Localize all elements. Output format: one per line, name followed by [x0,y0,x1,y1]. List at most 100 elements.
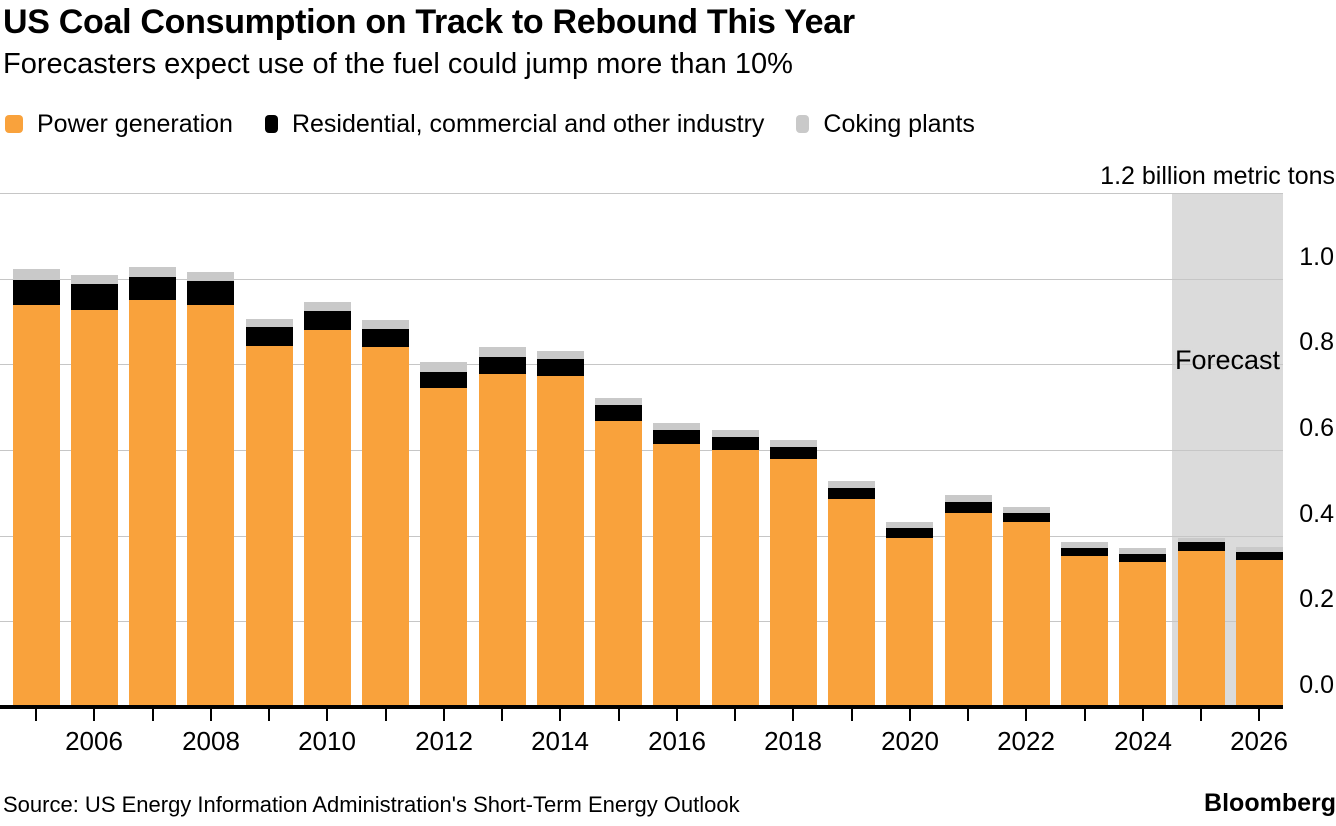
gridline-1 [0,279,1283,280]
gridline-0.8 [0,364,1283,365]
bar-2017-segment-coking-plants [712,430,759,437]
x-tick-2012 [443,709,445,721]
bar-2022-segment-power-generation [1003,522,1050,707]
bar-2018-segment-coking-plants [770,440,817,447]
x-tick-2025 [1200,709,1202,721]
bar-2024-segment-residential-commercial-and-other-industry [1119,554,1166,562]
bloomberg-logo: Bloomberg [1204,789,1336,817]
bar-2018-segment-power-generation [770,459,817,707]
bar-2005-segment-residential-commercial-and-other-industry [13,280,60,305]
x-tick-2020 [909,709,911,721]
bar-2013-segment-residential-commercial-and-other-industry [479,357,526,374]
bar-2011-segment-power-generation [362,347,409,707]
x-tick-2007 [152,709,154,721]
x-tick-2016 [676,709,678,721]
bar-2008-segment-power-generation [187,305,234,707]
bar-2006-segment-residential-commercial-and-other-industry [71,284,118,310]
bar-2012-segment-power-generation [420,388,467,707]
bar-2014-segment-residential-commercial-and-other-industry [537,359,584,376]
y-axis-label-0.8: 0.8 [1299,328,1334,356]
bar-2016-segment-residential-commercial-and-other-industry [653,430,700,444]
legend-item-residential-commercial: Residential, commercial and other indust… [264,110,765,138]
x-tick-2018 [792,709,794,721]
x-tick-2019 [851,709,853,721]
y-axis-label-0.6: 0.6 [1299,414,1334,442]
bar-2021-segment-residential-commercial-and-other-industry [945,502,992,513]
source-note: Source: US Energy Information Administra… [3,792,740,817]
bar-2011-segment-coking-plants [362,320,409,329]
bar-2022-segment-coking-plants [1003,507,1050,513]
bar-2011-segment-residential-commercial-and-other-industry [362,329,409,347]
x-tick-2009 [268,709,270,721]
x-axis-label-2010: 2010 [298,726,356,756]
gridline-1.2 [0,193,1283,194]
x-axis-line [0,705,1283,709]
bar-2016-segment-power-generation [653,444,700,707]
bar-2024-segment-coking-plants [1119,548,1166,554]
forecast-band-label: Forecast [1174,345,1281,375]
bar-2007-segment-coking-plants [129,267,176,277]
x-tick-2022 [1025,709,1027,721]
bar-2017-segment-power-generation [712,450,759,707]
x-axis-label-2014: 2014 [531,726,589,756]
legend-swatch-residential-commercial-icon [264,115,278,133]
x-tick-2014 [559,709,561,721]
bar-2025-segment-residential-commercial-and-other-industry [1178,542,1225,551]
x-tick-2011 [385,709,387,721]
x-axis-label-2020: 2020 [881,726,939,756]
bar-2026-segment-power-generation [1236,560,1283,707]
bar-2023-segment-power-generation [1061,556,1108,707]
bar-2021-segment-power-generation [945,513,992,707]
x-tick-2015 [618,709,620,721]
x-axis-label-2018: 2018 [764,726,822,756]
bar-2026-segment-coking-plants [1236,547,1283,552]
bar-2023-segment-coking-plants [1061,542,1108,548]
x-axis-label-2024: 2024 [1114,726,1172,756]
bar-2013-segment-coking-plants [479,347,526,357]
bar-2024-segment-power-generation [1119,562,1166,707]
bar-2012-segment-coking-plants [420,362,467,372]
bar-2013-segment-power-generation [479,374,526,707]
x-axis-label-2006: 2006 [65,726,123,756]
bar-2019-segment-residential-commercial-and-other-industry [828,488,875,499]
y-axis-label-0.2: 0.2 [1299,585,1334,613]
legend-item-power-generation: Power generation [5,110,233,138]
chart-title: US Coal Consumption on Track to Rebound … [3,3,855,41]
x-tick-2024 [1142,709,1144,721]
bar-2012-segment-residential-commercial-and-other-industry [420,372,467,388]
x-tick-2026 [1258,709,1260,721]
bar-2019-segment-coking-plants [828,481,875,488]
chart-subtitle: Forecasters expect use of the fuel could… [3,48,793,80]
bar-2025-segment-coking-plants [1178,538,1225,542]
bar-2020-segment-power-generation [886,538,933,707]
legend-label-power-generation: Power generation [37,110,233,138]
bar-2009-segment-power-generation [246,346,293,707]
x-axis-label-2026: 2026 [1230,726,1288,756]
x-tick-2013 [501,709,503,721]
bar-2017-segment-residential-commercial-and-other-industry [712,437,759,450]
bar-2015-segment-power-generation [595,421,642,707]
bar-2007-segment-residential-commercial-and-other-industry [129,277,176,300]
x-tick-2021 [967,709,969,721]
bar-2023-segment-residential-commercial-and-other-industry [1061,548,1108,556]
bar-2014-segment-coking-plants [537,351,584,359]
x-tick-2023 [1084,709,1086,721]
bar-2005-segment-power-generation [13,305,60,707]
bar-2019-segment-power-generation [828,499,875,707]
x-axis-label-2022: 2022 [997,726,1055,756]
x-tick-2008 [210,709,212,721]
x-axis-label-2016: 2016 [648,726,706,756]
bar-2006-segment-power-generation [71,310,118,707]
x-tick-2017 [734,709,736,721]
x-tick-2006 [93,709,95,721]
bar-2020-segment-residential-commercial-and-other-industry [886,528,933,538]
legend-label-residential-commercial: Residential, commercial and other indust… [291,110,765,138]
bar-2016-segment-coking-plants [653,423,700,430]
legend-item-coking-plants: Coking plants [796,110,975,138]
legend: Power generation Residential, commercial… [5,110,1336,138]
bar-2008-segment-residential-commercial-and-other-industry [187,281,234,305]
x-tick-2005 [35,709,37,721]
bar-2008-segment-coking-plants [187,272,234,281]
bar-2020-segment-coking-plants [886,522,933,528]
bar-2014-segment-power-generation [537,376,584,707]
